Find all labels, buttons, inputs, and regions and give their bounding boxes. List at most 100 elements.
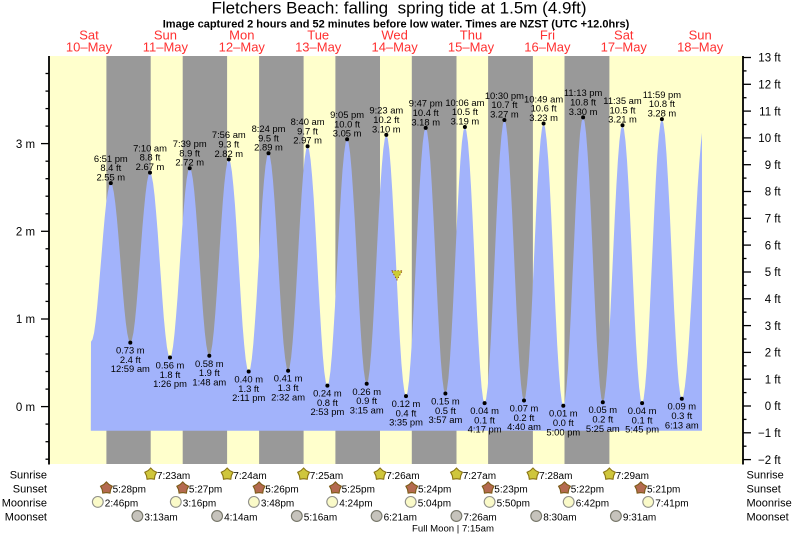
svg-text:13 ft: 13 ft	[758, 53, 781, 65]
svg-text:10.5 ft: 10.5 ft	[609, 104, 635, 115]
svg-text:Sunset: Sunset	[747, 484, 781, 496]
svg-text:0.0 ft: 0.0 ft	[553, 417, 574, 428]
svg-text:10.8 ft: 10.8 ft	[570, 97, 596, 108]
svg-text:6:21am: 6:21am	[384, 513, 417, 524]
svg-text:10 ft: 10 ft	[758, 133, 781, 145]
svg-text:5:16am: 5:16am	[304, 513, 337, 524]
svg-text:10:30 pm: 10:30 pm	[485, 90, 524, 101]
svg-text:6:51 pm: 6:51 pm	[94, 153, 128, 164]
svg-text:0.15 m: 0.15 m	[431, 396, 460, 407]
svg-text:2 ft: 2 ft	[765, 348, 782, 360]
svg-text:Sat: Sat	[614, 28, 634, 43]
svg-text:0.73 m: 0.73 m	[116, 345, 145, 356]
svg-text:5:45 pm: 5:45 pm	[625, 424, 659, 435]
svg-text:11:59 pm: 11:59 pm	[643, 89, 682, 100]
svg-text:Tue: Tue	[307, 28, 329, 43]
svg-text:0.9 ft: 0.9 ft	[356, 395, 377, 406]
svg-text:Sun: Sun	[154, 28, 177, 43]
svg-text:11–May: 11–May	[143, 40, 189, 55]
svg-text:10.2 ft: 10.2 ft	[373, 114, 399, 125]
svg-text:9:31am: 9:31am	[623, 513, 656, 524]
svg-text:0 m: 0 m	[16, 402, 35, 414]
svg-text:8:24 pm: 8:24 pm	[252, 123, 286, 134]
svg-text:0.12 m: 0.12 m	[392, 398, 421, 409]
svg-text:1 ft: 1 ft	[765, 374, 782, 386]
svg-text:5:26pm: 5:26pm	[265, 485, 298, 496]
svg-text:3:48pm: 3:48pm	[261, 499, 294, 510]
svg-text:8.9 ft: 8.9 ft	[179, 147, 200, 158]
svg-text:12–May: 12–May	[219, 40, 266, 55]
svg-text:7:23am: 7:23am	[157, 471, 190, 482]
svg-text:3.28 m: 3.28 m	[648, 108, 677, 119]
svg-text:0.5 ft: 0.5 ft	[435, 405, 456, 416]
svg-text:3 ft: 3 ft	[765, 321, 782, 333]
svg-text:1:26 pm: 1:26 pm	[153, 378, 187, 389]
svg-text:0.09 m: 0.09 m	[667, 401, 696, 412]
svg-text:5:04pm: 5:04pm	[418, 499, 451, 510]
svg-text:7:26am: 7:26am	[386, 471, 419, 482]
svg-text:3.10 m: 3.10 m	[372, 123, 401, 134]
svg-text:7:24am: 7:24am	[233, 471, 266, 482]
svg-text:0 ft: 0 ft	[765, 401, 782, 413]
svg-text:3:16pm: 3:16pm	[183, 499, 216, 510]
svg-text:5 ft: 5 ft	[765, 267, 782, 279]
svg-text:0.3 ft: 0.3 ft	[671, 410, 692, 421]
svg-text:10.4 ft: 10.4 ft	[413, 107, 439, 118]
svg-text:7:28am: 7:28am	[539, 471, 572, 482]
svg-text:Mon: Mon	[229, 28, 254, 43]
svg-text:7:39 pm: 7:39 pm	[173, 138, 207, 149]
svg-text:11:35 am: 11:35 am	[603, 95, 642, 106]
svg-text:5:27pm: 5:27pm	[189, 485, 222, 496]
svg-text:4:14am: 4:14am	[224, 513, 257, 524]
svg-text:9:23 am: 9:23 am	[369, 105, 403, 116]
svg-text:8:40 am: 8:40 am	[291, 116, 325, 127]
svg-text:9:47 pm: 9:47 pm	[409, 98, 443, 109]
svg-text:Fri: Fri	[540, 28, 555, 43]
svg-text:15–May: 15–May	[448, 40, 495, 55]
svg-text:3:57 am: 3:57 am	[428, 414, 462, 425]
svg-text:0.26 m: 0.26 m	[352, 386, 381, 397]
svg-text:2.72 m: 2.72 m	[175, 157, 204, 168]
svg-text:0.1 ft: 0.1 ft	[474, 414, 495, 425]
svg-text:8 ft: 8 ft	[765, 187, 782, 199]
svg-text:2.4 ft: 2.4 ft	[120, 354, 141, 365]
svg-text:1.3 ft: 1.3 ft	[278, 382, 299, 393]
svg-text:Full Moon | 7:15am: Full Moon | 7:15am	[412, 524, 494, 535]
svg-text:1.9 ft: 1.9 ft	[199, 367, 220, 378]
svg-text:5:00 pm: 5:00 pm	[546, 426, 580, 437]
svg-text:12 ft: 12 ft	[758, 80, 781, 92]
svg-text:6 ft: 6 ft	[765, 240, 782, 252]
svg-text:7:56 am: 7:56 am	[212, 129, 246, 140]
svg-text:3.18 m: 3.18 m	[411, 116, 440, 127]
svg-text:4:17 pm: 4:17 pm	[468, 424, 502, 435]
svg-text:0.01 m: 0.01 m	[549, 408, 578, 419]
svg-text:−1 ft: −1 ft	[758, 428, 782, 440]
svg-text:0.2 ft: 0.2 ft	[592, 414, 613, 425]
svg-text:5:24pm: 5:24pm	[418, 485, 451, 496]
svg-text:9.5 ft: 9.5 ft	[258, 132, 279, 143]
svg-text:Moonset: Moonset	[5, 512, 47, 524]
svg-text:3.19 m: 3.19 m	[451, 115, 480, 126]
svg-text:Sunrise: Sunrise	[747, 470, 784, 482]
svg-text:18–May: 18–May	[677, 40, 724, 55]
svg-text:7:26am: 7:26am	[463, 513, 496, 524]
svg-text:Thu: Thu	[460, 28, 482, 43]
svg-text:9.3 ft: 9.3 ft	[218, 139, 239, 150]
svg-text:5:25 am: 5:25 am	[586, 423, 620, 434]
svg-text:2:11 pm: 2:11 pm	[232, 392, 265, 403]
svg-text:0.1 ft: 0.1 ft	[632, 414, 653, 425]
svg-text:2.67 m: 2.67 m	[136, 161, 165, 172]
svg-text:9:05 pm: 9:05 pm	[330, 109, 364, 120]
svg-text:0.4 ft: 0.4 ft	[396, 407, 417, 418]
svg-text:7:27am: 7:27am	[463, 471, 496, 482]
svg-text:3.27 m: 3.27 m	[490, 108, 519, 119]
svg-text:5:21pm: 5:21pm	[647, 485, 680, 496]
svg-text:2:32 am: 2:32 am	[271, 391, 305, 402]
svg-text:3:35 pm: 3:35 pm	[389, 417, 423, 428]
svg-text:7:29am: 7:29am	[616, 471, 649, 482]
svg-text:Image captured 2 hours and 52: Image captured 2 hours and 52 minutes be…	[163, 18, 630, 30]
svg-text:5:25pm: 5:25pm	[342, 485, 375, 496]
svg-text:7:10 am: 7:10 am	[133, 142, 167, 153]
svg-text:10–May: 10–May	[66, 40, 113, 55]
svg-text:6:13 am: 6:13 am	[665, 419, 699, 430]
